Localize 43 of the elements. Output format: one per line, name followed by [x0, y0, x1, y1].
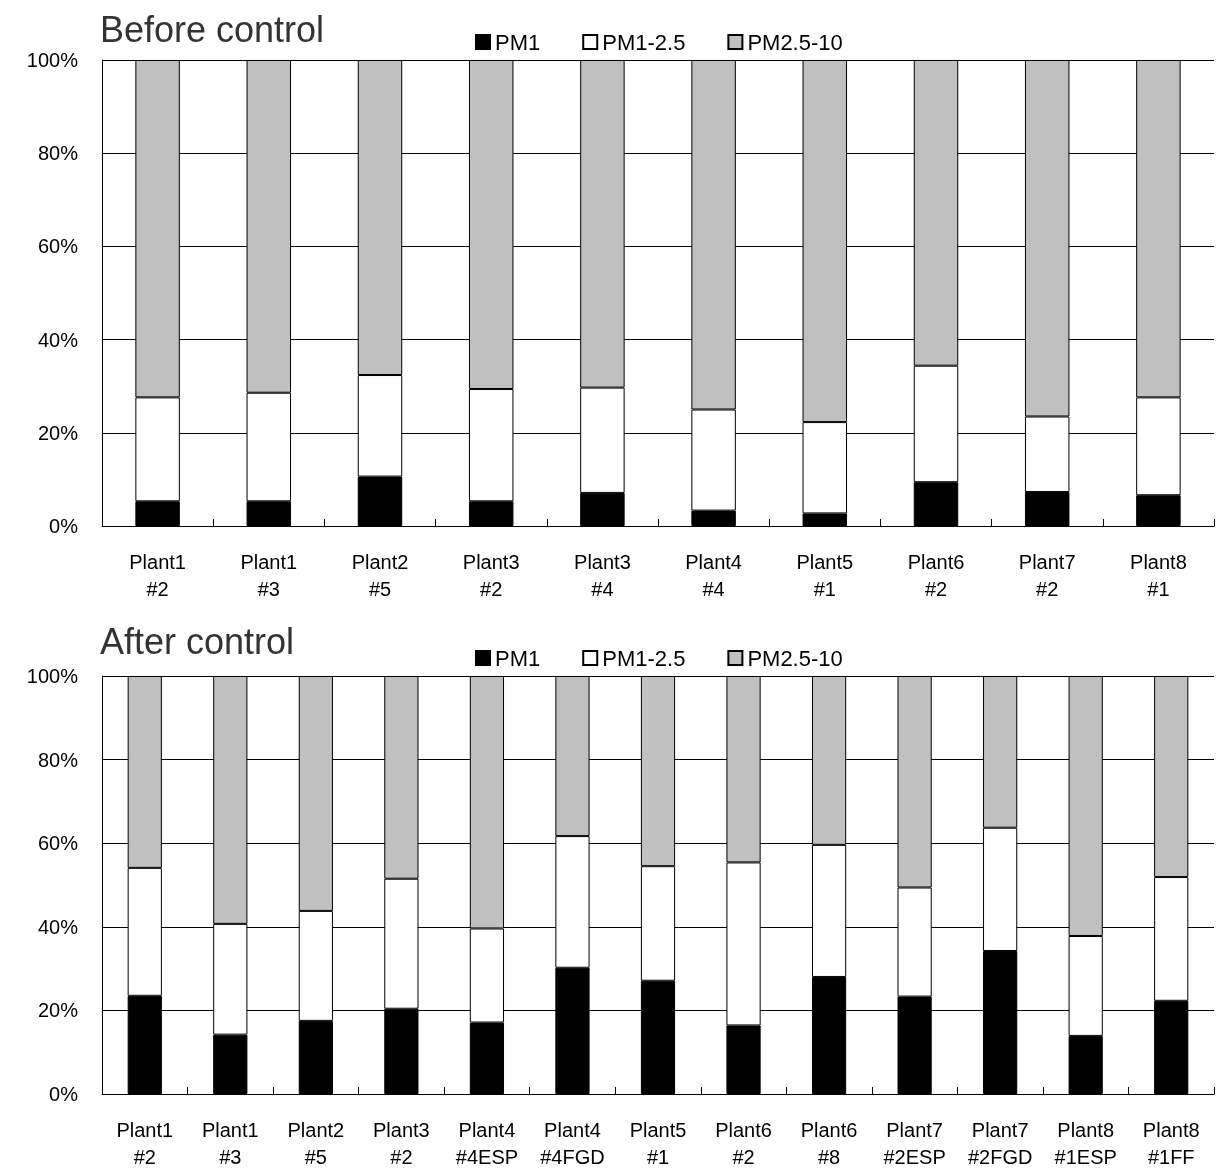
x-tick-label: Plant7 #2ESP	[883, 1118, 946, 1168]
y-tick-label: 20%	[37, 421, 79, 444]
y-tick-label: 20%	[37, 999, 79, 1022]
x-tick-label: Plant3 #2	[462, 550, 520, 600]
legend-label: PM2.5-10	[747, 645, 843, 671]
y-tick-label: 60%	[37, 832, 79, 855]
legend-label: PM1-2.5	[602, 29, 686, 55]
x-tick-label: Plant1 #2	[129, 550, 186, 600]
y-tick-label: 80%	[37, 748, 79, 771]
y-tick-label: 0%	[49, 515, 79, 537]
y-tick-label: 100%	[26, 665, 79, 687]
legend-label: PM1	[495, 645, 541, 671]
x-tick-label: Plant1 #3	[201, 1118, 259, 1168]
y-tick-label: 40%	[37, 328, 79, 351]
x-tick-label: Plant8 #1ESP	[1054, 1118, 1117, 1168]
x-tick-label: Plant5 #1	[796, 550, 854, 600]
x-tick-label: Plant3 #2	[373, 1118, 430, 1168]
y-tick-label: 80%	[37, 142, 79, 165]
x-tick-label: Plant5 #1	[629, 1118, 687, 1168]
x-tick-label: Plant2 #5	[351, 550, 409, 600]
x-tick-label: Plant4 #4ESP	[455, 1118, 519, 1168]
x-tick-label: Plant1 #3	[240, 550, 298, 600]
x-tick-label: Plant3 #4	[574, 550, 631, 600]
x-tick-label: Plant2 #5	[287, 1118, 345, 1168]
x-tick-label: Plant6 #2	[907, 550, 965, 600]
y-tick-label: 0%	[49, 1083, 79, 1105]
x-tick-label: Plant4 #4FGD	[540, 1118, 605, 1168]
chart-title: After control	[100, 620, 295, 662]
x-tick-label: Plant7 #2	[1018, 550, 1076, 600]
y-tick-label: 40%	[37, 915, 79, 938]
legend-label: PM1	[495, 29, 541, 55]
y-tick-label: 100%	[26, 49, 79, 71]
x-tick-label: Plant7 #2FGD	[967, 1118, 1033, 1168]
legend-label: PM1-2.5	[602, 645, 686, 671]
x-tick-label: Plant4 #4	[685, 550, 742, 600]
y-tick-label: 60%	[37, 235, 79, 258]
x-tick-label: Plant6 #2	[715, 1118, 772, 1168]
chart-title: Before control	[100, 8, 325, 50]
legend-label: PM2.5-10	[747, 29, 843, 55]
x-tick-label: Plant1 #2	[116, 1118, 174, 1168]
x-tick-label: Plant8 #1	[1130, 550, 1187, 600]
x-tick-label: Plant6 #8	[800, 1118, 858, 1168]
x-tick-label: Plant8 #1FF	[1142, 1118, 1200, 1168]
